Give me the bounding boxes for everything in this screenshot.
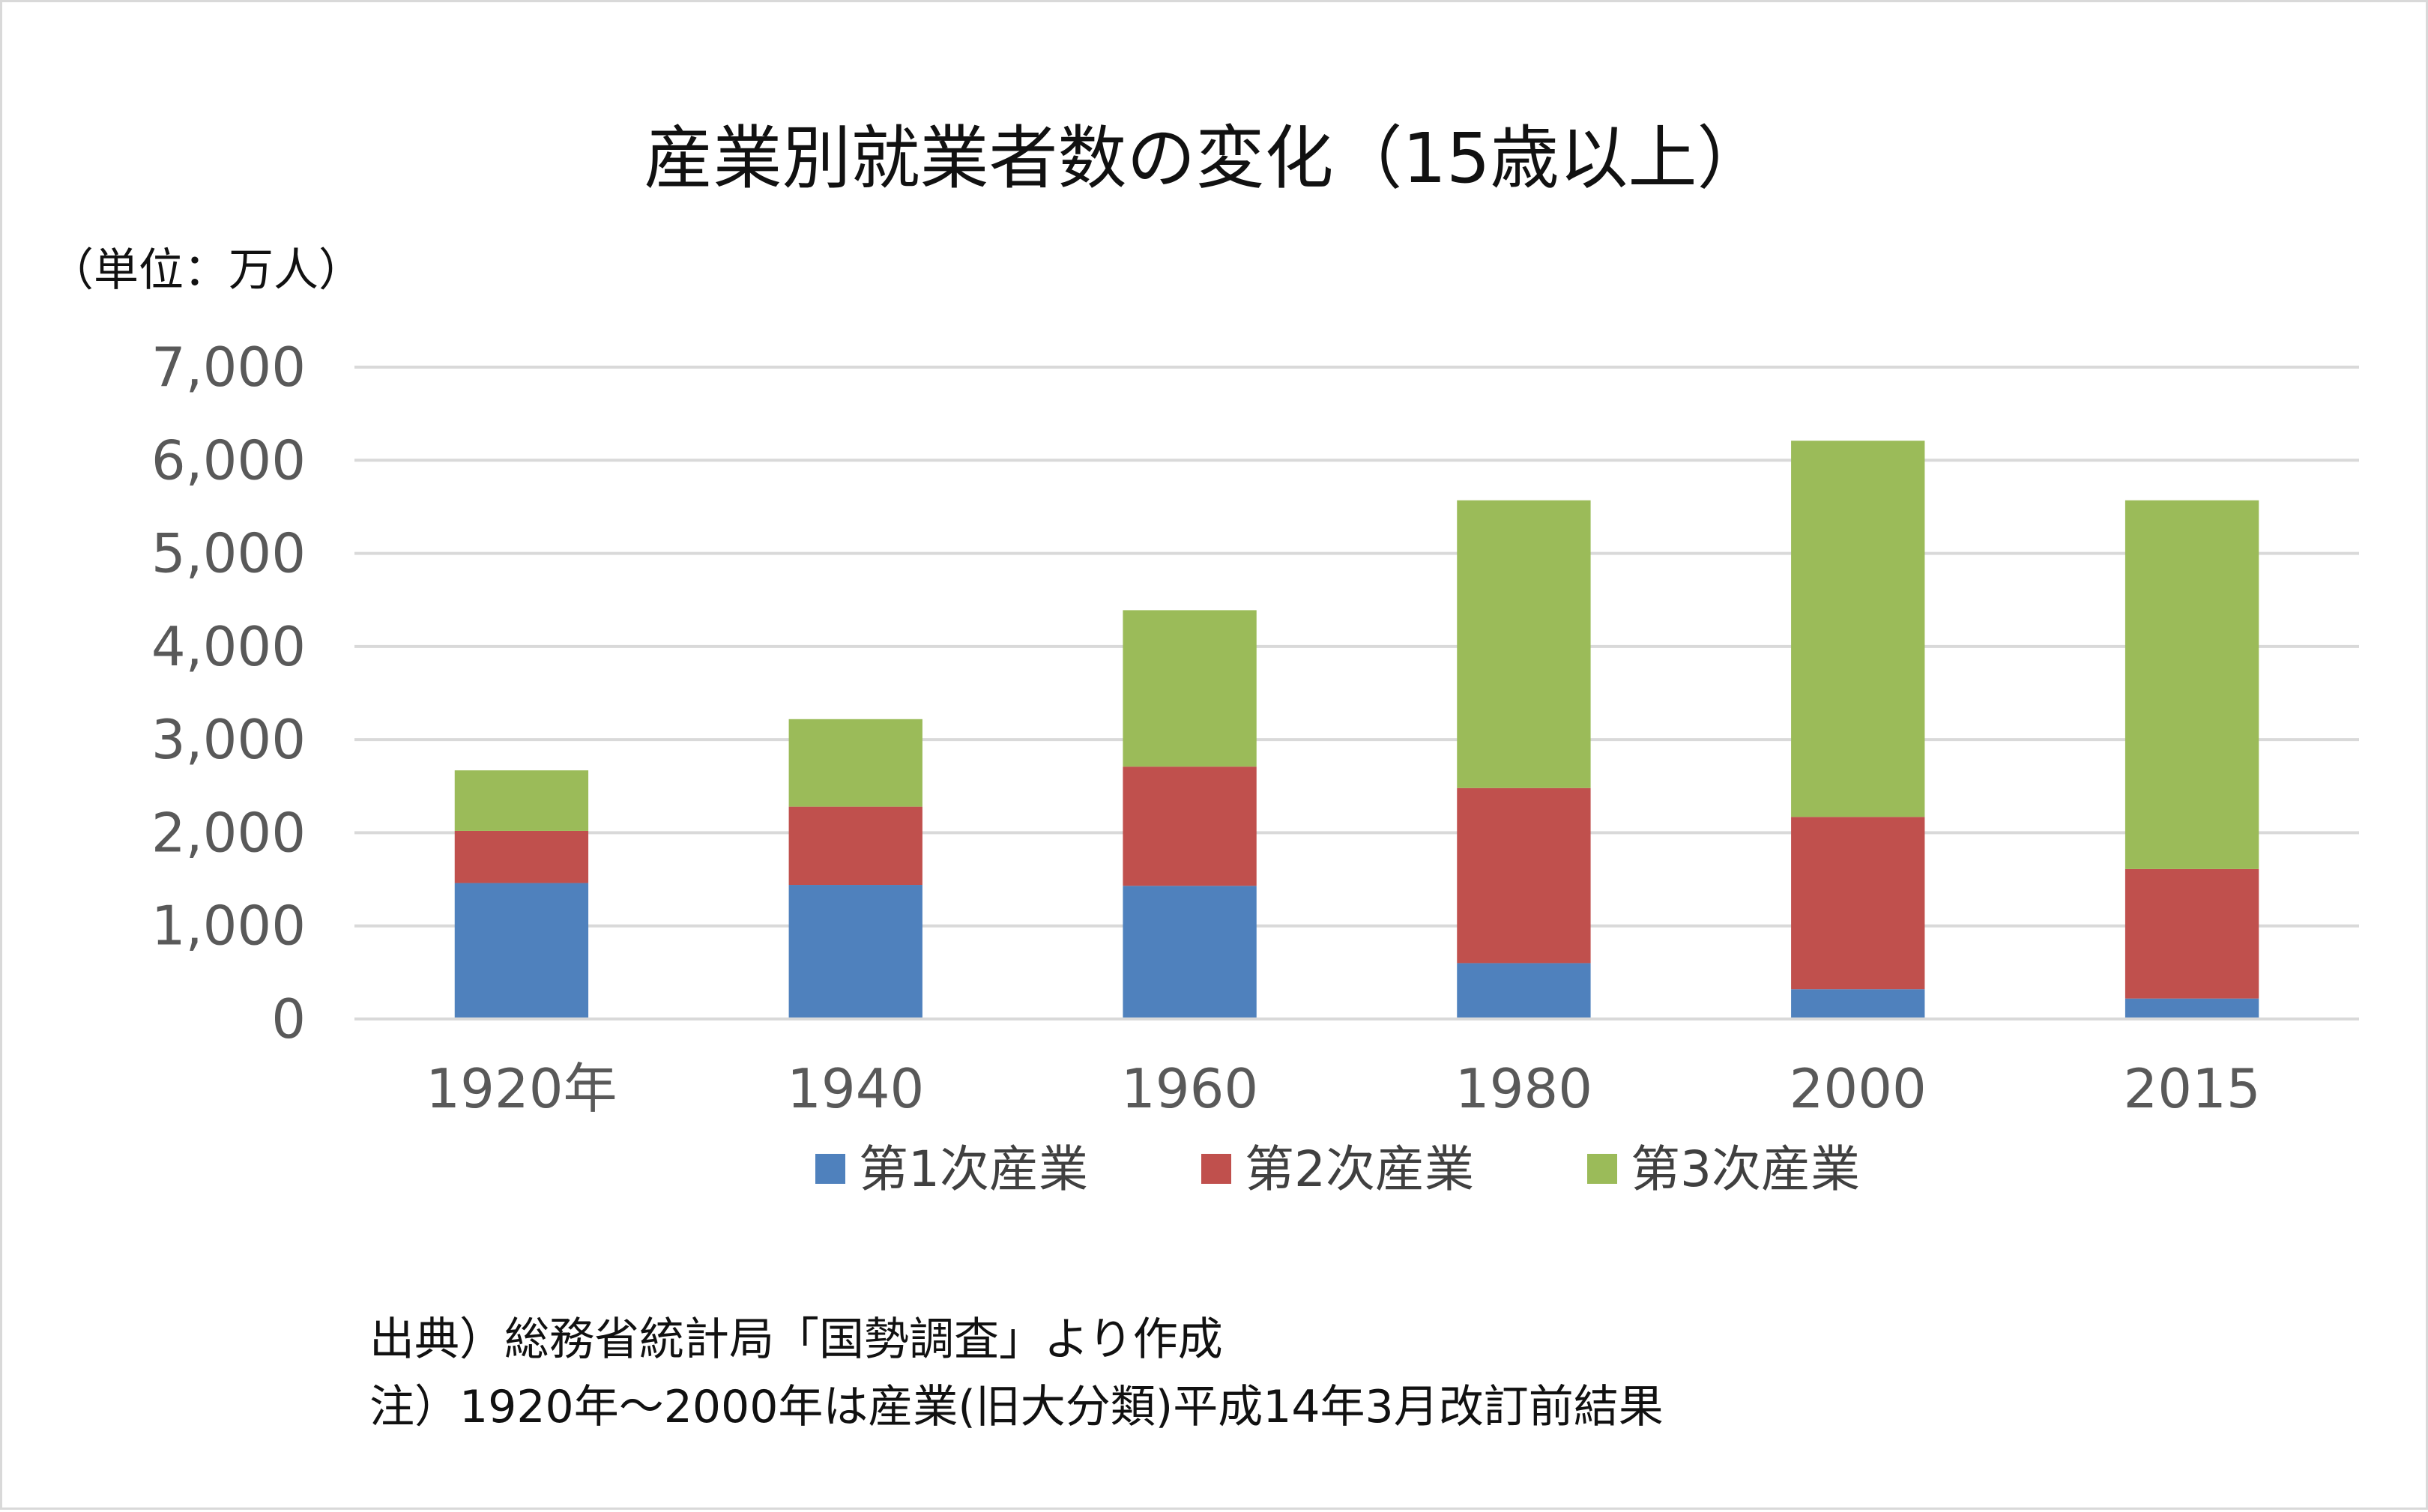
- x-axis-ticks: 1920年 1940 1960 1980 2000 2015: [426, 1057, 2260, 1120]
- bar-segment: [1123, 766, 1257, 886]
- x-tick-label: 2000: [1790, 1057, 1927, 1120]
- y-tick-label: 5,000: [151, 522, 306, 585]
- bar-segment: [1457, 787, 1591, 964]
- bar-segment: [1123, 610, 1257, 767]
- legend-swatch: [815, 1154, 845, 1184]
- y-tick-label: 4,000: [151, 615, 306, 678]
- y-tick-label: 1,000: [151, 895, 306, 958]
- y-tick-label: 3,000: [151, 708, 306, 771]
- bar-segments: [454, 441, 2259, 1019]
- bar-segment: [2124, 500, 2259, 869]
- bar-segment: [788, 885, 922, 1019]
- bar-segment: [788, 806, 922, 886]
- bar-segment: [1791, 441, 1925, 817]
- legend-swatch: [1201, 1154, 1231, 1184]
- x-tick-label: 1920年: [426, 1057, 617, 1120]
- legend-label: 第3次産業: [1631, 1140, 1860, 1198]
- footnote: 注）1920年～2000年は産業(旧大分類)平成14年3月改訂前結果: [369, 1381, 1664, 1433]
- bar-segment: [454, 883, 589, 1019]
- bar-segment: [2124, 868, 2259, 999]
- legend-label: 第1次産業: [859, 1140, 1088, 1198]
- gridlines: [354, 366, 2359, 928]
- bar-segment: [1791, 817, 1925, 990]
- legend-swatch: [1587, 1154, 1617, 1184]
- x-tick-label: 2015: [2123, 1057, 2260, 1120]
- y-tick-label: 0: [271, 988, 306, 1050]
- unit-label: （単位：万人）: [49, 244, 363, 297]
- source-note: 出典）総務省統計局「国勢調査」より作成: [369, 1313, 1223, 1366]
- bar-segment: [1457, 500, 1591, 788]
- x-tick-label: 1980: [1455, 1057, 1592, 1120]
- bar-segment: [454, 830, 589, 883]
- bar-segment: [1123, 886, 1257, 1019]
- bar-segment: [788, 719, 922, 807]
- bar-segment: [1791, 989, 1925, 1019]
- x-tick-label: 1960: [1121, 1057, 1258, 1120]
- legend-label: 第2次産業: [1245, 1140, 1474, 1198]
- bar-segment: [454, 770, 589, 831]
- y-tick-label: 6,000: [151, 429, 306, 492]
- y-tick-label: 7,000: [151, 336, 306, 399]
- y-tick-label: 2,000: [151, 801, 306, 864]
- bar-segment: [2124, 998, 2259, 1019]
- bar-segment: [1457, 963, 1591, 1019]
- chart-title: 産業別就業者数の変化（15歳以上）: [644, 118, 1766, 199]
- x-tick-label: 1940: [787, 1057, 924, 1120]
- y-axis-ticks: 0 1,000 2,000 3,000 4,000 5,000 6,000 7,000: [151, 336, 306, 1050]
- legend: 第1次産業 第2次産業 第3次産業: [815, 1140, 1860, 1198]
